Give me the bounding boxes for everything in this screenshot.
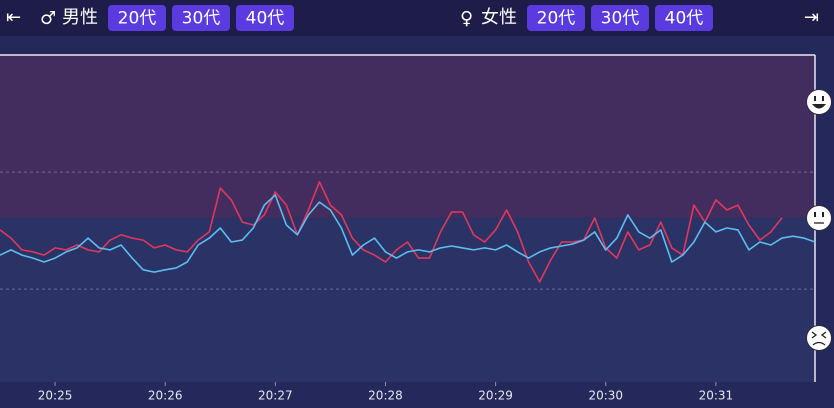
- eye: [814, 96, 816, 101]
- mouth: [812, 104, 826, 109]
- mood-icon: [806, 89, 832, 115]
- series-line: [0, 181, 783, 283]
- age-button-label[interactable]: 40代: [246, 9, 285, 29]
- mood-icon: [806, 325, 832, 351]
- eyes: [811, 331, 827, 339]
- negative-zone: [0, 217, 815, 382]
- collapse-right[interactable]: ⇥: [804, 7, 819, 28]
- age-button-label[interactable]: 20代: [537, 9, 576, 29]
- age-button-label[interactable]: 20代: [118, 9, 157, 29]
- face: [806, 325, 832, 351]
- age-buttons: 20代 30代 40代 20代 30代 40代: [108, 5, 713, 31]
- age-button-label[interactable]: 40代: [665, 9, 704, 29]
- age-button-label[interactable]: 30代: [182, 9, 221, 29]
- age-button[interactable]: [655, 5, 713, 31]
- x-tick-label: 20:27: [258, 389, 293, 403]
- age-button[interactable]: [527, 5, 585, 31]
- mood-icon: [806, 205, 832, 231]
- age-button[interactable]: [172, 5, 230, 31]
- age-button[interactable]: [236, 5, 294, 31]
- male-symbol: ♂: [40, 8, 56, 29]
- eye: [814, 212, 816, 217]
- x-tick-label: 20:30: [588, 389, 623, 403]
- x-tick-label: 20:26: [148, 389, 183, 403]
- female-label: 女性: [481, 7, 517, 28]
- face: [806, 89, 832, 115]
- x-tick-label: 20:29: [478, 389, 513, 403]
- eye: [822, 96, 824, 101]
- series-line: [0, 194, 816, 273]
- mouth: [812, 341, 826, 346]
- x-tick-label: 20:25: [38, 389, 73, 403]
- female-symbol: ♀: [460, 8, 473, 29]
- x-tick-label: 20:31: [699, 389, 734, 403]
- age-button-label[interactable]: 30代: [601, 9, 640, 29]
- positive-zone: [0, 55, 815, 218]
- plot: 20:25 20:26 20:27 20:28 20:29 20:30 20:31: [0, 54, 832, 403]
- x-tick-label: 20:28: [368, 389, 403, 403]
- age-button[interactable]: [108, 5, 166, 31]
- eye: [822, 212, 824, 217]
- male-label: 男性: [62, 7, 98, 28]
- collapse-left[interactable]: ⇤: [6, 7, 21, 28]
- face: [806, 205, 832, 231]
- age-button[interactable]: [591, 5, 649, 31]
